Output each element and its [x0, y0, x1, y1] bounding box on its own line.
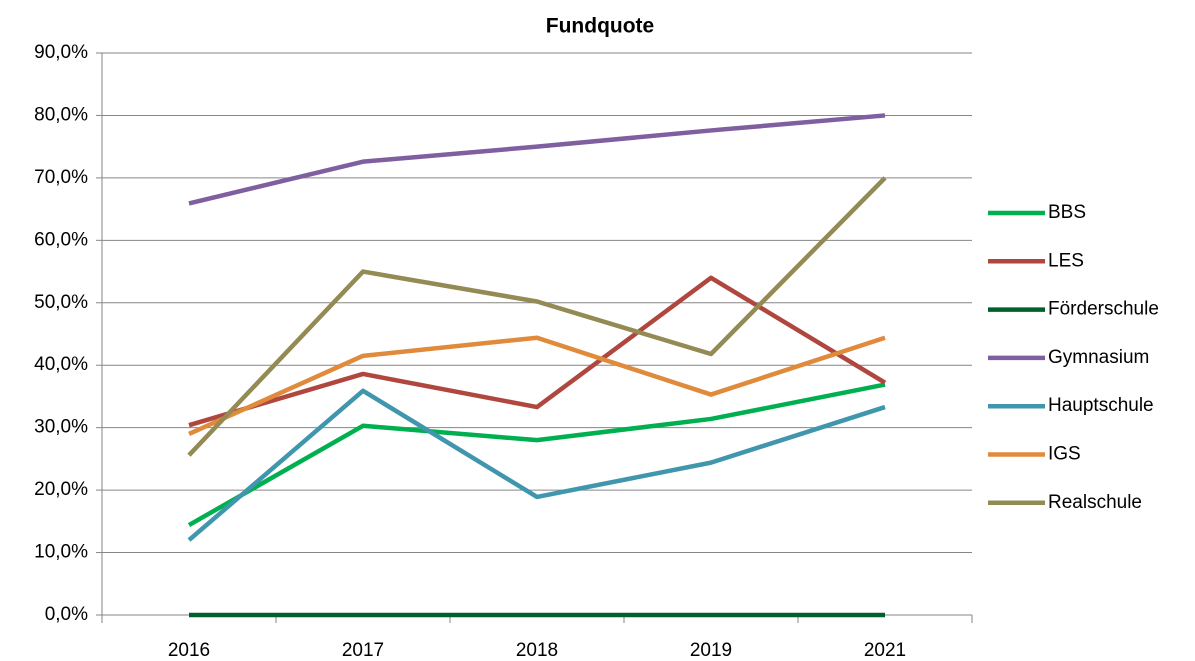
series-line — [187, 382, 886, 528]
legend-label: Förderschule — [1048, 299, 1159, 320]
y-tick-label: 10,0% — [34, 542, 88, 563]
x-tick-label: 2018 — [516, 640, 558, 661]
series-line — [188, 275, 887, 428]
legend-label: Realschule — [1048, 492, 1142, 513]
series-line — [188, 335, 886, 436]
legend-label: Gymnasium — [1048, 347, 1149, 368]
y-tick-label: 80,0% — [34, 104, 88, 125]
y-tick-label: 70,0% — [34, 167, 88, 188]
legend-label: IGS — [1048, 444, 1081, 465]
x-tick-label: 2019 — [690, 640, 732, 661]
series-line — [187, 388, 886, 542]
x-tick-label: 2016 — [168, 640, 210, 661]
series-line — [188, 113, 886, 206]
legend-label: Hauptschule — [1048, 395, 1154, 416]
series-line — [187, 176, 887, 457]
legend-label: LES — [1048, 250, 1084, 271]
y-tick-label: 20,0% — [34, 479, 88, 500]
y-tick-label: 0,0% — [45, 604, 88, 625]
y-tick-label: 50,0% — [34, 292, 88, 313]
y-tick-label: 40,0% — [34, 354, 88, 375]
y-tick-label: 60,0% — [34, 229, 88, 250]
y-tick-label: 30,0% — [34, 417, 88, 438]
chart-title: Fundquote — [546, 15, 654, 38]
y-tick-label: 90,0% — [34, 42, 88, 63]
x-tick-label: 2017 — [342, 640, 384, 661]
x-tick-label: 2021 — [864, 640, 906, 661]
legend-label: BBS — [1048, 202, 1086, 223]
